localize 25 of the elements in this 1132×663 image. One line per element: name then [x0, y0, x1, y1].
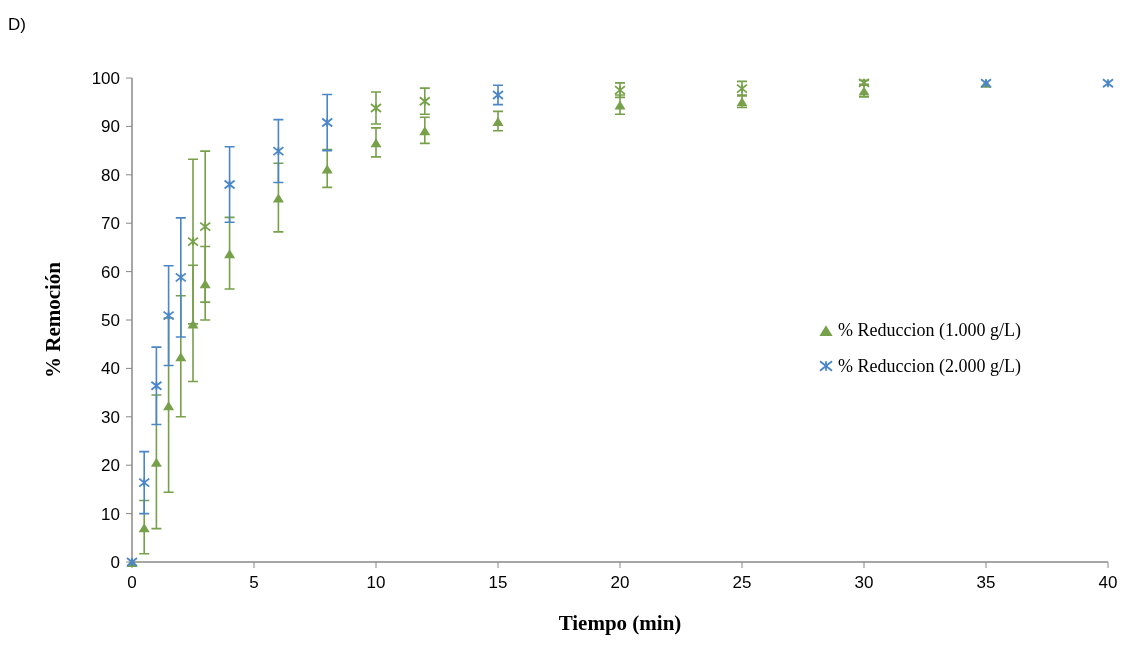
- legend-label: % Reduccion (1.000 g/L): [838, 320, 1021, 342]
- x-tick-label: 10: [366, 573, 386, 592]
- y-tick-label: 40: [101, 359, 120, 379]
- x-tick-label: 30: [854, 573, 874, 592]
- y-tick-label: 80: [101, 165, 120, 185]
- legend-label: % Reduccion (2.000 g/L): [838, 356, 1021, 378]
- x-tick-label: 0: [127, 573, 137, 592]
- y-tick-label: 20: [101, 456, 120, 476]
- x-tick-label: 35: [976, 573, 996, 592]
- y-tick-label: 50: [101, 310, 120, 330]
- x-tick-label: 15: [488, 573, 508, 592]
- y-tick-label: 0: [110, 552, 120, 572]
- y-tick-label: 70: [101, 214, 120, 234]
- x-tick-label: 5: [249, 573, 259, 592]
- y-tick-label: 60: [101, 262, 120, 282]
- y-tick-label: 90: [101, 117, 120, 137]
- y-tick-label: 100: [91, 68, 120, 88]
- x-tick-label: 40: [1098, 573, 1118, 592]
- y-axis-title: % Remoción: [41, 261, 65, 379]
- text: D): [8, 15, 26, 34]
- y-tick-label: 30: [101, 407, 120, 427]
- y-tick-label: 10: [101, 504, 120, 524]
- x-tick-label: 25: [732, 573, 752, 592]
- x-tick-label: 20: [610, 573, 630, 592]
- x-axis-title: Tiempo (min): [558, 611, 682, 635]
